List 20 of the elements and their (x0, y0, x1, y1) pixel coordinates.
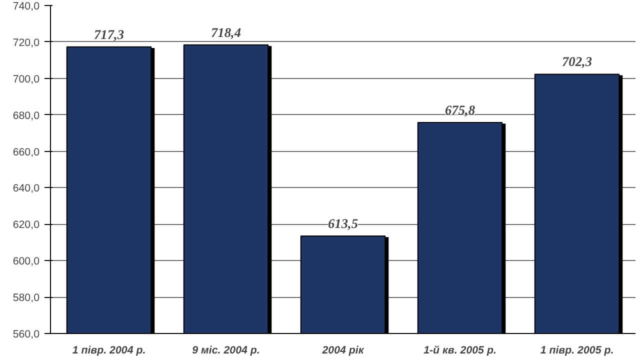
data-label: 718,4 (211, 24, 242, 40)
x-tick-label: 1-й кв. 2005 р. (424, 344, 496, 356)
y-tick-label: 740,0 (12, 0, 40, 12)
y-tick-label: 680,0 (12, 110, 40, 122)
y-tick-label: 640,0 (12, 182, 40, 195)
x-tick-label: 1 півр. 2005 р. (540, 344, 614, 356)
y-tick-label: 700,0 (12, 73, 40, 86)
x-tick-label: 2004 рік (321, 344, 364, 356)
data-label: 702,3 (562, 54, 592, 70)
y-tick-label: 720,0 (12, 36, 40, 49)
data-label: 675,8 (445, 102, 476, 118)
data-label: 717,3 (94, 26, 124, 42)
y-tick-label: 580,0 (12, 292, 40, 304)
x-tick-label: 1 півр. 2004 р. (72, 344, 146, 356)
y-tick-label: 660,0 (12, 146, 40, 158)
data-label: 613,5 (328, 216, 358, 232)
y-tick-label: 600,0 (12, 256, 40, 268)
y-tick-label: 620,0 (12, 219, 40, 232)
x-tick-label: 9 міс. 2004 р. (192, 344, 260, 356)
y-tick-label: 560,0 (12, 328, 40, 340)
